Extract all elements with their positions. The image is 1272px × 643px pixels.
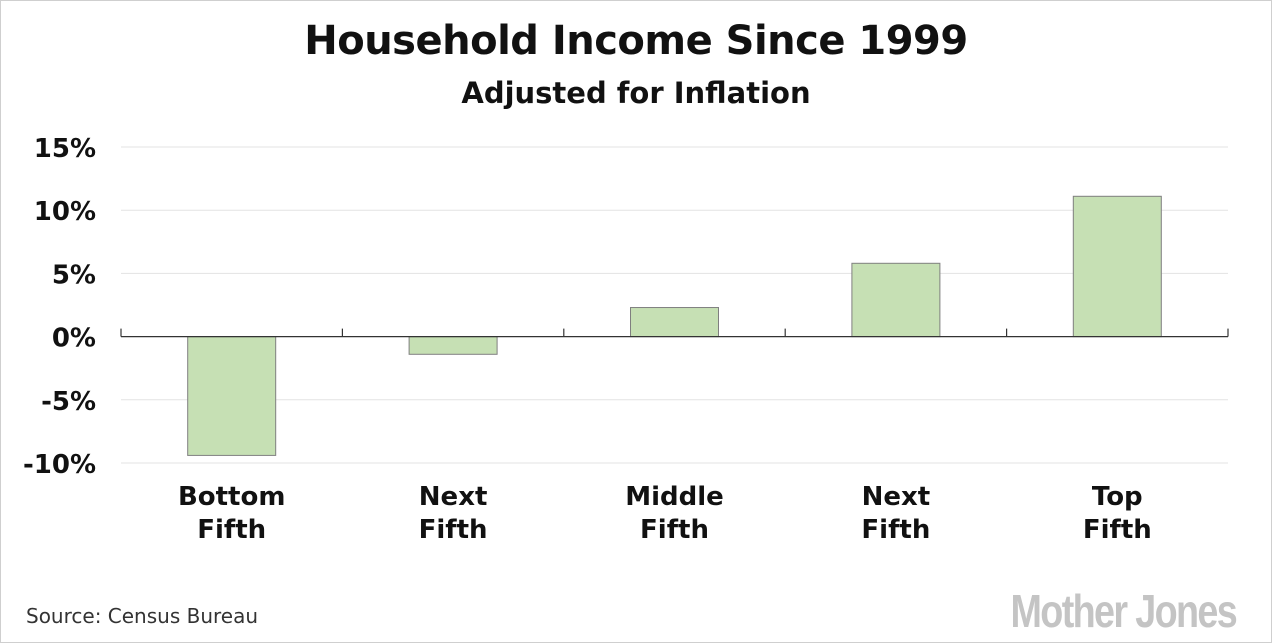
y-tick-label: 10% (34, 197, 96, 227)
x-tick-label: Middle (625, 482, 724, 512)
mother-jones-logo: Mother Jones (1010, 585, 1237, 637)
x-tick-label: Fifth (861, 515, 930, 545)
y-tick-label: -10% (23, 450, 96, 480)
y-tick-label: 0% (52, 324, 96, 354)
source-note: Source: Census Bureau (26, 604, 259, 628)
bar (187, 336, 277, 456)
y-tick-label: 15% (34, 134, 96, 164)
x-tick-label: Fifth (1083, 515, 1152, 545)
bar (408, 336, 498, 355)
bar (851, 262, 941, 338)
bar (1072, 195, 1162, 338)
x-tick-label: Next (419, 482, 488, 512)
y-tick-label: 5% (52, 260, 96, 290)
chart-subtitle: Adjusted for Inflation (461, 76, 811, 110)
x-tick-label: Top (1092, 482, 1143, 512)
x-tick-label: Next (862, 482, 931, 512)
x-tick-label: Fifth (419, 515, 488, 545)
x-tick-label: Fifth (197, 515, 266, 545)
y-tick-label: -5% (41, 387, 96, 417)
x-tick-label: Fifth (640, 515, 709, 545)
bar (630, 307, 719, 338)
x-tick-label: Bottom (178, 482, 286, 512)
chart-title: Household Income Since 1999 (304, 18, 968, 64)
